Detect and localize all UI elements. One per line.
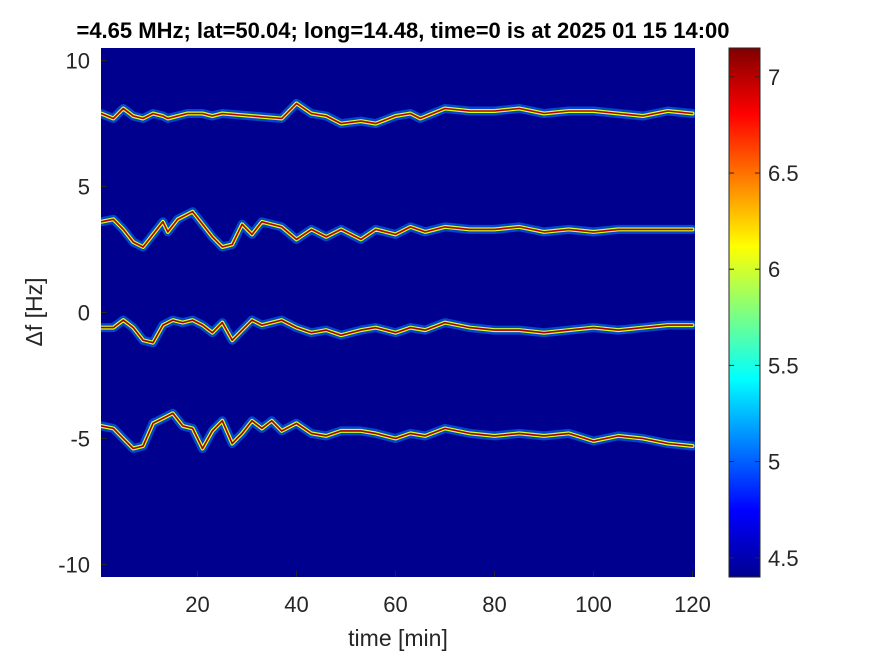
colorbar-tick-label: 5 [768, 450, 780, 475]
trace-peak-line [101, 102, 694, 125]
colorbar-tick-label: 5.5 [768, 353, 799, 378]
colorbar-tick-label: 6.5 [768, 161, 799, 186]
chart-title: =4.65 MHz; lat=50.04; long=14.48, time=0… [76, 18, 729, 43]
colorbar-tick-label: 7 [768, 65, 780, 90]
y-axis: 10 5 0 -5 -10 [58, 49, 107, 577]
trace-1 [101, 98, 695, 129]
trace-layer [101, 98, 695, 453]
y-tick-label: 5 [78, 175, 90, 200]
x-axis-label: time [min] [348, 625, 448, 651]
colorbar [728, 47, 761, 578]
trace-4 [101, 408, 695, 453]
x-tick-label: 60 [383, 592, 407, 617]
x-tick-label: 20 [185, 592, 209, 617]
plot-area [101, 48, 695, 577]
y-tick-label: 0 [78, 301, 90, 326]
trace-peak-line [101, 412, 694, 450]
colorbar-tick-label: 4.5 [768, 546, 799, 571]
trace-3 [101, 315, 695, 348]
y-axis-label: Δf [Hz] [21, 277, 47, 346]
x-tick-label: 100 [575, 592, 612, 617]
colorbar-axis: 7 6.5 6 5.5 5 4.5 [729, 65, 799, 571]
x-tick-label: 40 [284, 592, 308, 617]
x-tick-label: 80 [482, 592, 506, 617]
x-axis: 20 40 60 80 100 120 [185, 571, 711, 617]
x-tick-label: 120 [674, 592, 711, 617]
trace-2 [101, 207, 695, 252]
trace-peak-line [101, 319, 694, 344]
y-tick-label: 10 [66, 49, 90, 74]
colorbar-tick-label: 6 [768, 257, 780, 282]
y-tick-label: -5 [70, 426, 90, 451]
y-tick-label: -10 [58, 552, 90, 577]
trace-peak-line [101, 210, 694, 248]
